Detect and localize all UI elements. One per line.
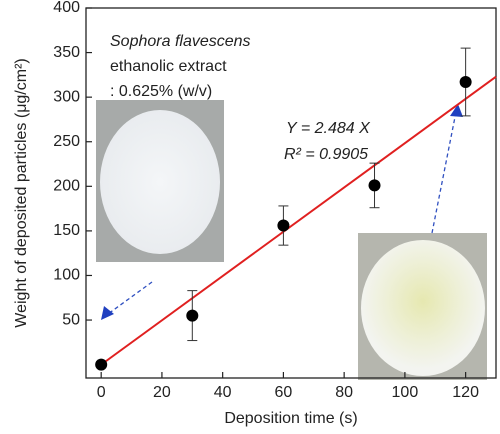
annotation: : 0.625% (w/v) <box>110 83 212 100</box>
y-tick-label: 150 <box>53 222 80 239</box>
x-tick-label: 80 <box>335 384 353 401</box>
arrow-head <box>101 306 114 320</box>
y-tick-label: 250 <box>53 133 80 150</box>
annotation: Y = 2.484 X <box>286 120 371 137</box>
x-tick-label: 60 <box>275 384 293 401</box>
annotation: ethanolic extract <box>110 58 227 75</box>
y-tick-label: 350 <box>53 44 80 61</box>
inset-photo-end <box>358 233 487 380</box>
point <box>186 309 199 322</box>
x-tick-label: 100 <box>392 384 419 401</box>
fit-line <box>100 75 497 366</box>
y-tick-label: 300 <box>53 88 80 105</box>
arrow-head <box>450 104 463 117</box>
x-tick-label: 0 <box>97 384 106 401</box>
annotation: Sophora flavescens <box>110 33 251 50</box>
point <box>368 179 381 192</box>
x-tick-label: 40 <box>214 384 232 401</box>
x-axis-title: Deposition time (s) <box>224 410 357 427</box>
arrows <box>107 111 457 315</box>
y-axis-title: Weight of deposited particles (μg/cm²) <box>13 58 30 327</box>
point <box>277 219 290 232</box>
point <box>459 76 472 88</box>
inset-photo-start <box>96 100 224 262</box>
y-tick-label: 400 <box>53 0 80 16</box>
point <box>95 358 108 371</box>
y-tick-label: 50 <box>62 311 80 328</box>
x-tick-label: 120 <box>452 384 479 401</box>
y-tick-label: 200 <box>53 178 80 195</box>
x-tick-label: 20 <box>153 384 171 401</box>
y-tick-label: 100 <box>53 267 80 284</box>
annotation: R² = 0.9905 <box>284 146 368 163</box>
plot-frame <box>85 7 497 379</box>
